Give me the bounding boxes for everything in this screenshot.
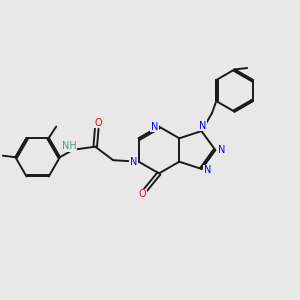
Text: NH: NH — [62, 141, 76, 151]
Text: N: N — [199, 121, 207, 131]
Text: O: O — [139, 189, 146, 200]
Text: N: N — [204, 165, 211, 176]
Text: N: N — [151, 122, 158, 132]
Text: O: O — [94, 118, 102, 128]
Text: N: N — [218, 145, 226, 155]
Text: N: N — [130, 157, 137, 167]
